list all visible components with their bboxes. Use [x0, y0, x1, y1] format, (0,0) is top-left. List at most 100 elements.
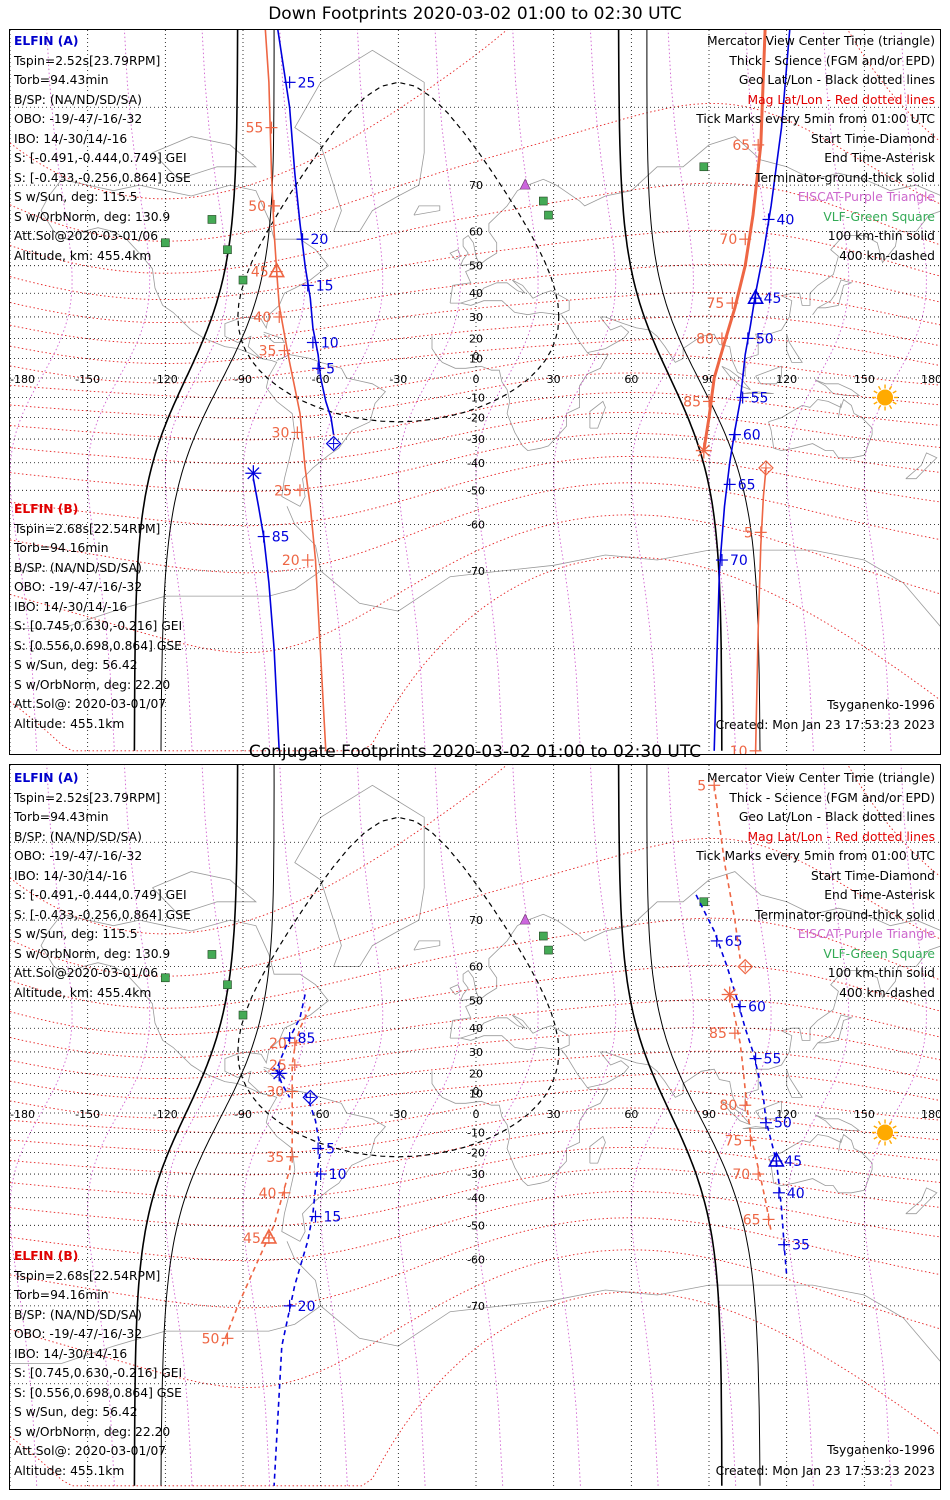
mag-lon-line: [630, 765, 694, 1486]
legend-entry: Mercator View Center Time (triangle): [707, 771, 935, 785]
sun-icon: [872, 384, 899, 411]
legend-entry: Geo Lat/Lon - Black dotted lines: [738, 810, 935, 824]
track-tick-label: 40: [253, 310, 271, 326]
elfin-info-line: Altitude: 455.1km: [14, 1463, 125, 1478]
mag-lat-line: [10, 291, 940, 345]
vlf-square-icon: [544, 945, 553, 955]
vlf-square-icon: [207, 215, 217, 224]
lon-tick-label: 60: [624, 1108, 638, 1121]
sun-ray: [892, 401, 897, 405]
mag-lon-line: [630, 30, 694, 751]
lat-tick-label: 30: [469, 1046, 483, 1059]
elfin-a-info: ELFIN (A) Tspin=2.52s[23.79RPM] Torb=94.4…: [14, 769, 191, 1003]
elfin-info-line: IBO: 14/-30/14/-16: [14, 1346, 128, 1361]
coastline: [10, 506, 322, 629]
coastline: [413, 205, 441, 216]
sun-ray: [873, 1125, 878, 1129]
track-tick-label: 75: [706, 296, 724, 312]
coastline: [838, 1138, 842, 1153]
track-tick-label: 40: [787, 1186, 805, 1202]
sun-disc: [877, 1124, 894, 1141]
elfin-a-name: ELFIN (A): [14, 771, 79, 785]
elfin-a-info: ELFIN (A) Tspin=2.52s[23.79RPM] Torb=94.4…: [14, 32, 191, 266]
lat-tick-label: -50: [467, 484, 485, 497]
track-line: [277, 30, 335, 435]
panel-title-conjugate: Conjugate Footprints 2020-03-02 01:00 to…: [248, 742, 702, 762]
lat-tick-label: 50: [469, 995, 483, 1008]
elfin-info-line: S: [-0.491,-0.444,0.749] GEI: [14, 151, 187, 165]
mag-lat-line: [10, 514, 940, 654]
lat-tick-label: 50: [469, 260, 483, 273]
elfin-info-line: Att.Sol@: 2020-03-01/07: [14, 697, 167, 711]
sun-ray: [888, 1120, 893, 1126]
legend-entry: Mag Lat/Lon - Red dotted lines: [747, 829, 935, 844]
track-tick-label: 20: [269, 1036, 287, 1052]
coastline: [431, 314, 609, 452]
panel-title-down: Down Footprints 2020-03-02 01:00 to 02:3…: [268, 4, 682, 24]
legend: Mercator View Center Time (triangle) Thic…: [696, 769, 935, 1003]
sun-ray: [888, 385, 893, 391]
coastline: [721, 365, 751, 391]
legend-entry: 400 km-dashed: [839, 985, 935, 1000]
lat-tick-label: -50: [467, 1219, 485, 1232]
vlf-square-icon: [238, 275, 248, 285]
elfin-info-line: S: [0.556,0.698,0.864] GSE: [14, 1385, 182, 1400]
mag-lon-line: [10, 30, 73, 751]
vlf-square-icon: [223, 245, 232, 255]
lat-tick-label: 70: [469, 179, 483, 192]
track-tick-label: 85: [272, 530, 290, 546]
elfin-info-line: Altitude, km: 455.4km: [14, 985, 152, 1000]
elfin-info-line: S: [0.556,0.698,0.864] GSE: [14, 638, 182, 653]
track-tick-label: 50: [248, 199, 266, 215]
terminator-100km-line: [646, 30, 761, 751]
legend-entry: VLF-Green Square: [823, 209, 935, 224]
map-canvas-conjugate: -180 -150 -120 -90 -60 -30 0 30 60 90 120 150 180706…: [10, 765, 940, 1489]
vlf-square-icon: [223, 980, 232, 990]
vlf-square-icon: [544, 210, 553, 220]
elfin-info-line: IBO: 14/-30/14/-16: [14, 868, 128, 883]
coastline: [431, 1049, 609, 1187]
track-tick-label: 75: [725, 1133, 743, 1149]
start-diamond-icon: [302, 1089, 319, 1106]
lon-tick-label: -90: [234, 1108, 252, 1121]
coastline: [812, 1014, 853, 1050]
lat-tick-label: 70: [469, 914, 483, 927]
lon-tick-label: 120: [776, 1108, 797, 1121]
sun-icon: [872, 1119, 899, 1146]
legend-entry: 100 km-thin solid: [827, 229, 935, 243]
track-tick-label: 60: [743, 428, 761, 444]
elfin-info-line: Torb=94.16min: [14, 541, 109, 555]
elfin-info-line: IBO: 14/-30/14/-16: [14, 131, 128, 146]
terminator-line: [133, 765, 239, 1486]
lon-tick-label: 180: [921, 373, 941, 386]
elfin-info-line: S w/OrbNorm, deg: 130.9: [14, 946, 171, 961]
vlf-square-icon: [161, 973, 170, 983]
coastline: [413, 940, 441, 951]
lon-tick-label: -120: [153, 373, 178, 386]
coastline: [742, 1126, 774, 1130]
elfin-b-info: ELFIN (B) Tspin=2.68s[22.54RPM] Torb=94.1…: [14, 500, 182, 734]
end-asterisk-icon: [723, 988, 736, 1001]
end-asterisk-icon: [273, 1067, 286, 1080]
coastline: [449, 249, 461, 260]
coastline: [814, 1114, 861, 1131]
oval-400km: [237, 816, 560, 1158]
axis-labels: -180 -150 -120 -90 -60 -30 0 30 60 90 120 150 180706…: [10, 179, 941, 578]
track-tick-label: 40: [259, 1186, 277, 1202]
legend-entry: Tick Marks every 5min from 01:00 UTC: [696, 112, 935, 126]
coastline: [263, 331, 286, 343]
lat-tick-label: 40: [469, 287, 483, 300]
track-tick-label: 70: [719, 232, 737, 248]
elfin-info-line: S w/Sun, deg: 56.42: [14, 1405, 138, 1419]
coastline: [450, 279, 570, 316]
coastline: [449, 871, 940, 1039]
lat-tick-label: -20: [467, 1147, 485, 1160]
center-time-triangle-icon: [260, 1228, 278, 1244]
elfin-info-line: S w/Sun, deg: 115.5: [14, 190, 138, 204]
track-tick-label: 50: [202, 1331, 220, 1347]
track-tick-label: 15: [323, 1210, 341, 1226]
track-tick-label: 80: [719, 1098, 737, 1114]
elfin-info-line: S: [-0.433,-0.256,0.864] GSE: [14, 170, 191, 185]
lon-tick-label: -150: [75, 1108, 100, 1121]
legend-entry: Start Time-Diamond: [810, 868, 935, 883]
